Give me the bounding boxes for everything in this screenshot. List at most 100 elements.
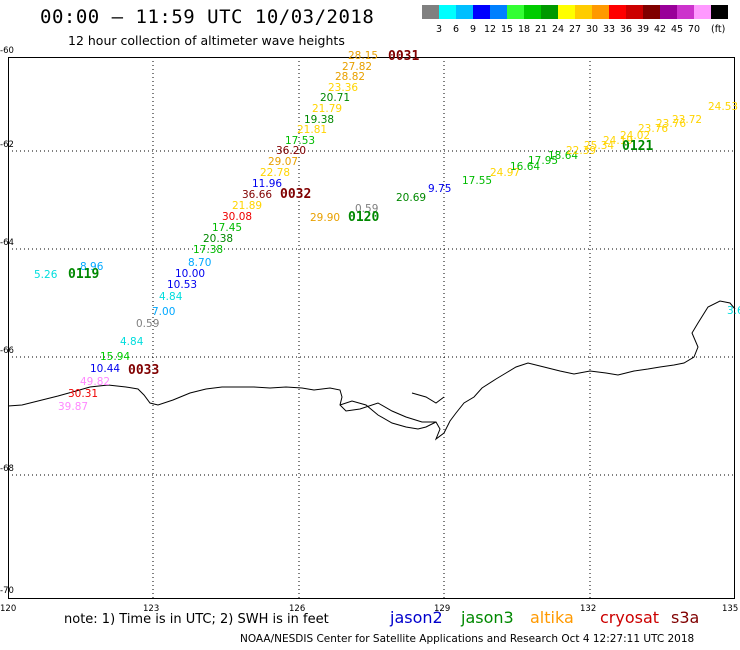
wave-height-label: 4.84 <box>120 336 144 348</box>
wave-height-label: 39.87 <box>58 401 89 413</box>
wave-height-label: 8.96 <box>80 261 104 273</box>
satellite-name: cryosat <box>600 608 660 627</box>
wave-height-label: 25.34 <box>584 140 615 152</box>
wave-height-label: 17.53 <box>285 135 316 147</box>
legend-swatch <box>694 5 711 19</box>
satellite-name: altika <box>530 608 574 627</box>
pass-time-label: 0119 <box>68 267 100 282</box>
legend-tick-label: 6 <box>452 24 460 35</box>
wave-height-label: 7.00 <box>152 306 176 318</box>
wave-height-label: 5.26 <box>34 269 58 281</box>
wave-height-label: 23.72 <box>672 114 703 126</box>
latitude-label: -60 <box>0 46 14 56</box>
wave-height-label: 36.66 <box>242 189 273 201</box>
legend-swatch <box>439 5 456 19</box>
wave-height-label: 17.55 <box>462 175 493 187</box>
legend-swatch <box>660 5 677 19</box>
wave-height-label: 4.84 <box>159 291 183 303</box>
wave-height-label: 0.59 <box>136 318 160 330</box>
legend-tick-label: 18 <box>517 24 531 35</box>
legend-swatch <box>541 5 558 19</box>
wave-height-label: 29.07 <box>268 156 299 168</box>
legend-tick-label: 12 <box>483 24 497 35</box>
legend-tick-label: 42 <box>653 24 667 35</box>
map-subtitle: 12 hour collection of altimeter wave hei… <box>68 33 345 48</box>
wave-height-label: 20.69 <box>396 192 427 204</box>
pass-time-label: 0033 <box>128 363 160 378</box>
legend-unit: (ft) <box>711 24 726 35</box>
wave-height-label: 49.82 <box>80 376 111 388</box>
legend-swatch <box>422 5 439 19</box>
wave-height-label: 0.59 <box>355 203 379 215</box>
legend-swatch <box>456 5 473 19</box>
latitude-label: -62 <box>0 140 14 150</box>
satellite-name: jason3 <box>461 608 514 627</box>
wave-height-label: 9.75 <box>428 183 452 195</box>
wave-height-label: 22.78 <box>260 167 291 179</box>
wave-height-label: 24.53 <box>708 101 739 113</box>
wave-height-label: 21.89 <box>232 200 263 212</box>
wave-height-label: 20.38 <box>203 233 234 245</box>
legend-tick-label: 30 <box>585 24 599 35</box>
pass-time-label: 0121 <box>622 139 654 154</box>
wave-height-label: 3.6 <box>727 305 740 317</box>
wave-height-label: 23.76 <box>656 118 687 130</box>
legend-tick-label: 9 <box>469 24 477 35</box>
wave-height-label: 16.64 <box>510 161 541 173</box>
legend-tick-label: 21 <box>534 24 548 35</box>
coastline-bay <box>339 400 437 430</box>
legend-tick-label: 70 <box>687 24 701 35</box>
wave-height-label: 10.53 <box>167 279 198 291</box>
satellite-name: jason2 <box>390 608 443 627</box>
latitude-label: -66 <box>0 346 14 356</box>
legend-tick-label: 39 <box>636 24 650 35</box>
wave-height-label: 21.81 <box>297 124 328 136</box>
wave-height-label: 21.79 <box>312 103 343 115</box>
legend-tick-label: 45 <box>670 24 684 35</box>
wave-height-label: 17.38 <box>193 244 224 256</box>
wave-height-label: 17.95 <box>528 155 559 167</box>
coastline <box>7 300 736 441</box>
legend-swatch <box>558 5 575 19</box>
wave-height-label: 22.39 <box>566 145 597 157</box>
legend-tick-label: 36 <box>619 24 633 35</box>
wave-height-label: 36.20 <box>276 145 307 157</box>
longitude-label: 135 <box>722 604 739 614</box>
legend-swatch <box>592 5 609 19</box>
legend-swatch <box>643 5 660 19</box>
wave-height-label: 18.64 <box>548 150 579 162</box>
longitude-label: 126 <box>289 604 306 614</box>
legend-swatch <box>524 5 541 19</box>
pass-time-label: 0120 <box>348 210 380 225</box>
wave-height-label: 17.45 <box>212 222 243 234</box>
longitude-label: 129 <box>434 604 451 614</box>
legend-swatch <box>473 5 490 19</box>
legend-swatch <box>626 5 643 19</box>
credit-line: NOAA/NESDIS Center for Satellite Applica… <box>240 633 695 645</box>
legend-swatch <box>507 5 524 19</box>
wave-height-label: 30.31 <box>68 388 99 400</box>
legend-tick-label: 15 <box>500 24 514 35</box>
legend-swatch <box>575 5 592 19</box>
wave-height-label: 15.94 <box>100 351 131 363</box>
pass-time-label: 0031 <box>388 49 420 64</box>
legend-tick-label: 3 <box>435 24 443 35</box>
legend-tick-label: 33 <box>602 24 616 35</box>
map-frame <box>8 57 735 599</box>
wave-height-label: 24.97 <box>490 167 521 179</box>
legend-swatch <box>490 5 507 19</box>
wave-height-label: 10.44 <box>90 363 121 375</box>
wave-height-label: 23.76 <box>638 123 669 135</box>
longitude-label: 123 <box>143 604 160 614</box>
legend-swatch <box>711 5 728 19</box>
legend-tick-label: 24 <box>551 24 565 35</box>
wave-height-label: 10.00 <box>175 268 206 280</box>
pass-time-label: 0032 <box>280 187 312 202</box>
satellite-name: s3a <box>671 608 700 627</box>
wave-height-label: 30.08 <box>222 211 253 223</box>
latitude-label: -64 <box>0 238 14 248</box>
map-canvas <box>7 57 736 599</box>
wave-height-label: 24.19 <box>603 135 634 147</box>
map-title: 00:00 – 11:59 UTC 10/03/2018 <box>40 6 375 28</box>
legend-swatch <box>677 5 694 19</box>
